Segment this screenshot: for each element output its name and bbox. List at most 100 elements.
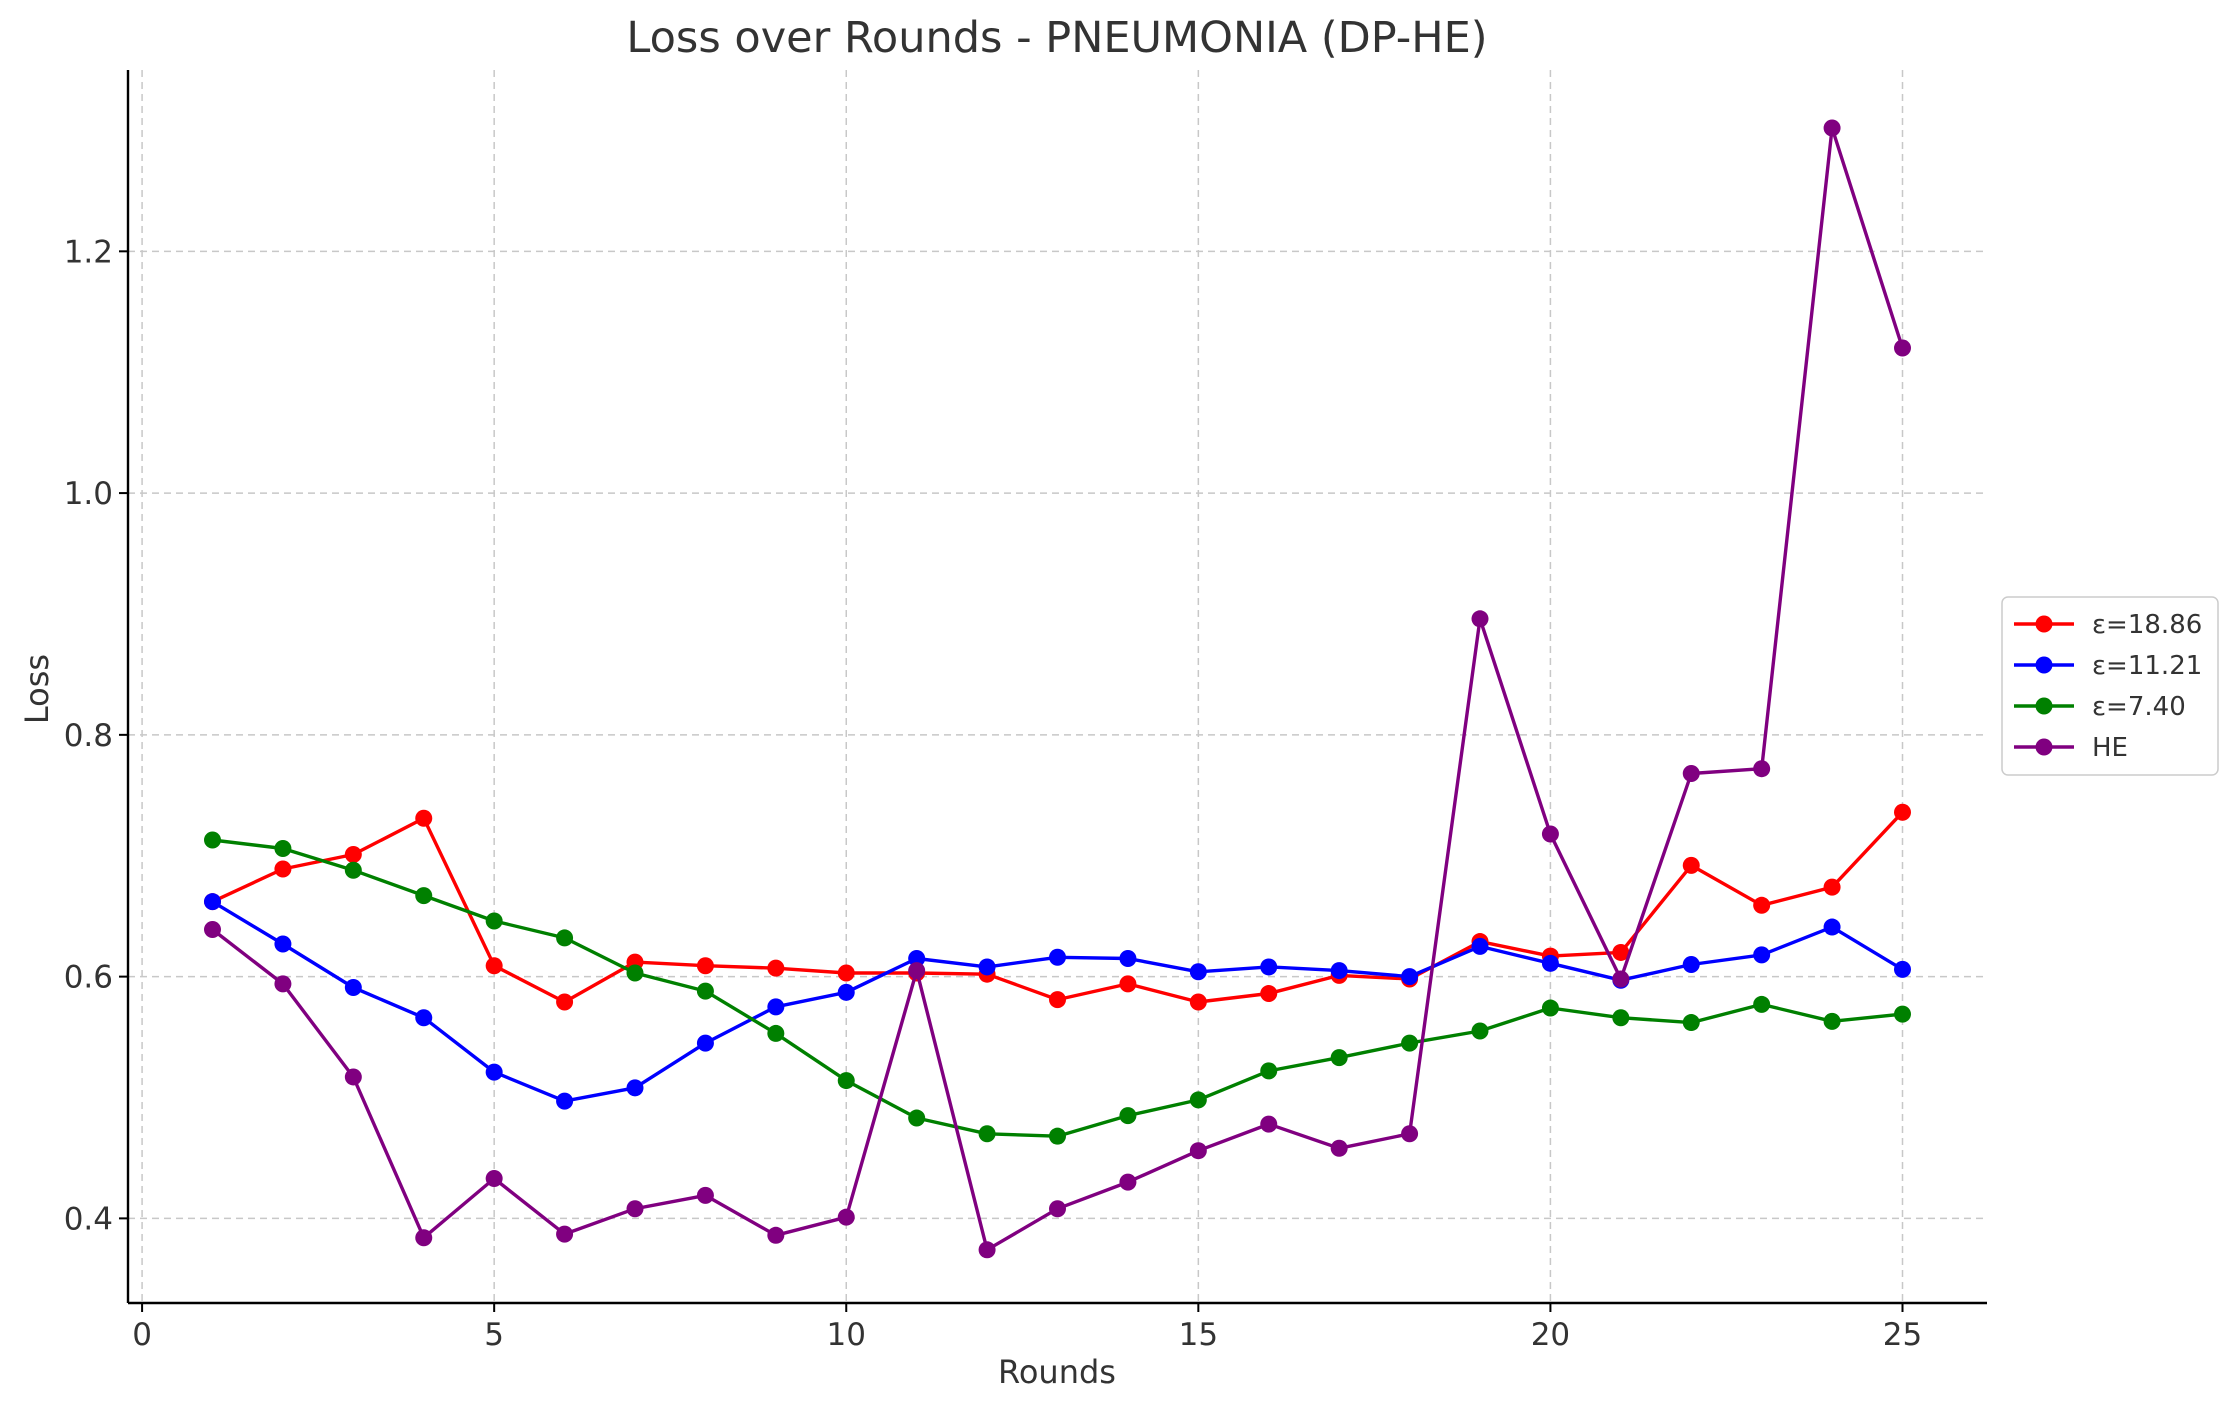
data-point (837, 1208, 855, 1226)
legend-items: ε=18.86 ε=11.21 ε=7.40 HE (2014, 610, 2202, 763)
x-axis-label: Rounds (998, 1353, 1116, 1391)
y-axis-label: Loss (18, 654, 56, 724)
data-point (415, 887, 433, 905)
data-point (556, 993, 574, 1011)
x-tick-label: 10 (827, 1317, 866, 1353)
data-point (1189, 963, 1207, 981)
legend-item: ε=18.86 (2014, 610, 2202, 640)
series (204, 119, 1911, 1259)
data-point (415, 1009, 433, 1027)
data-point (485, 1169, 503, 1187)
data-point (626, 1079, 644, 1097)
data-point (274, 860, 292, 878)
data-point (204, 920, 221, 938)
data-point (978, 958, 996, 976)
x-tick-label: 5 (484, 1317, 504, 1353)
data-point (1049, 991, 1066, 1009)
data-point (1823, 1012, 1841, 1030)
data-point (204, 831, 221, 849)
data-point (556, 1092, 574, 1110)
data-point (1612, 970, 1630, 988)
data-point (274, 935, 292, 953)
data-point (626, 964, 644, 982)
data-point (1049, 948, 1066, 966)
legend-label: ε=18.86 (2092, 610, 2202, 640)
data-point (1330, 1139, 1348, 1157)
data-point (1471, 1022, 1489, 1040)
data-point (485, 1063, 503, 1081)
data-point (1260, 1062, 1278, 1080)
data-point (696, 982, 714, 1000)
data-point (1823, 878, 1841, 896)
data-point (696, 957, 714, 975)
data-point (1330, 962, 1348, 980)
data-point (344, 1068, 362, 1086)
data-point (1119, 1173, 1137, 1191)
data-point (908, 1109, 926, 1127)
y-tick-label: 1.0 (64, 476, 113, 512)
data-point (204, 893, 221, 911)
data-point (1189, 1142, 1207, 1160)
data-point (837, 1072, 855, 1090)
x-tick-label: 20 (1531, 1317, 1570, 1353)
data-point (556, 1225, 574, 1243)
y-tick-label: 0.8 (64, 718, 113, 754)
legend-item: ε=11.21 (2014, 651, 2202, 681)
data-point (767, 1024, 785, 1042)
data-point (696, 1034, 714, 1052)
data-point (1119, 1107, 1137, 1125)
legend-label: ε=11.21 (2092, 651, 2202, 681)
data-point (837, 983, 855, 1001)
data-point (1541, 999, 1559, 1017)
data-point (556, 929, 574, 947)
data-point (344, 978, 362, 996)
data-point (274, 975, 292, 993)
data-point (908, 949, 926, 967)
data-point (1049, 1127, 1066, 1145)
x-tick-label: 25 (1883, 1317, 1922, 1353)
series-2 (204, 831, 1911, 1145)
data-point (415, 809, 433, 827)
legend-swatch-marker (2035, 697, 2053, 715)
data-point (1541, 825, 1559, 843)
data-point (1753, 995, 1771, 1013)
data-point (1682, 956, 1700, 974)
x-tick-label: 0 (132, 1317, 152, 1353)
data-point (1541, 954, 1559, 972)
x-tick-label: 15 (1179, 1317, 1218, 1353)
series-3 (204, 119, 1911, 1259)
legend-item: HE (2014, 733, 2128, 763)
data-point (485, 912, 503, 930)
data-point (1612, 1009, 1630, 1027)
legend: ε=18.86 ε=11.21 ε=7.40 HE (2001, 596, 2219, 776)
legend-label: HE (2092, 733, 2128, 763)
data-point (1189, 1091, 1207, 1109)
data-point (1119, 949, 1137, 967)
data-point (1612, 943, 1630, 961)
data-point (1401, 1034, 1419, 1052)
data-point (1682, 1014, 1700, 1032)
y-tick-label: 1.2 (64, 234, 113, 270)
data-point (1471, 937, 1489, 955)
data-point (485, 957, 503, 975)
data-point (696, 1186, 714, 1204)
data-point (415, 1229, 433, 1247)
y-tick-label: 0.6 (64, 960, 113, 996)
data-point (1119, 975, 1137, 993)
axes (126, 70, 1987, 1305)
data-point (1753, 760, 1771, 778)
data-point (1401, 968, 1419, 986)
y-tick-label: 0.4 (64, 1201, 113, 1237)
data-point (1330, 1049, 1348, 1067)
chart-title: Loss over Rounds - PNEUMONIA (DP-HE) (626, 13, 1487, 63)
data-point (274, 839, 292, 857)
data-point (1260, 958, 1278, 976)
data-point (344, 861, 362, 879)
data-point (1189, 993, 1207, 1011)
legend-label: ε=7.40 (2092, 692, 2186, 722)
data-point (1753, 896, 1771, 914)
data-point (1823, 918, 1841, 936)
data-point (1753, 946, 1771, 964)
data-point (1894, 960, 1911, 978)
